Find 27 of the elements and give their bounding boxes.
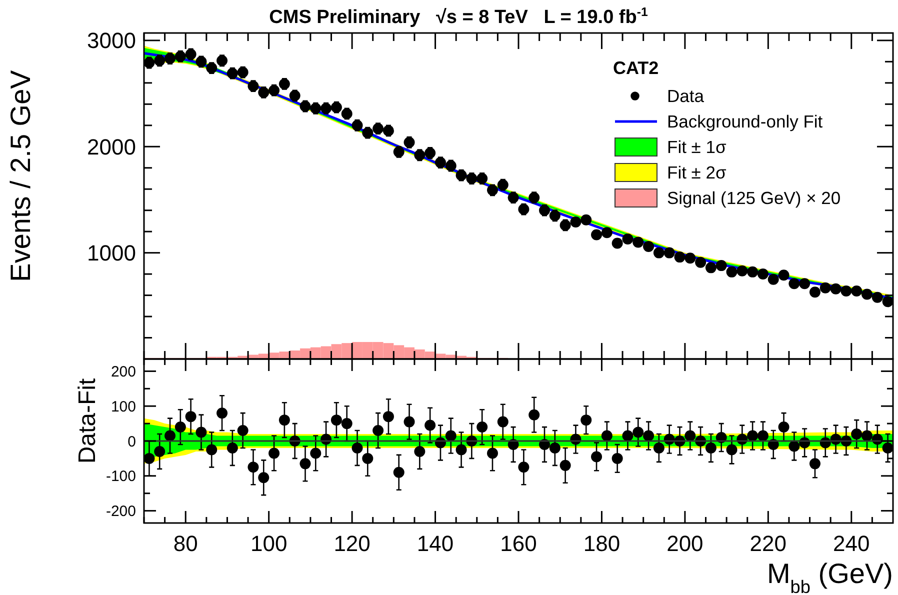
legend-label: Signal (125 GeV) × 20: [667, 188, 841, 208]
x-tick-label: 120: [334, 531, 370, 556]
x-tick-label: 180: [583, 531, 620, 556]
chart-title: CMS Preliminary √s = 8 TeV L = 19.0 fb$^{-1}$: [269, 5, 648, 28]
x-tick-label: 220: [750, 531, 787, 556]
legend-label: Fit ± 1σ: [667, 137, 726, 157]
x-tick-label: 80: [173, 531, 198, 556]
y-tick-label: 3000: [87, 28, 136, 54]
x-tick-label: 100: [250, 531, 288, 556]
y-tick-label: 0: [128, 433, 136, 450]
x-tick-label: 240: [833, 531, 870, 556]
x-axis-title: M$_{bb}$ (GeV): [766, 558, 893, 595]
y-tick-label: -100: [106, 468, 136, 486]
y-axis-title: Events / 2.5 GeV: [5, 70, 36, 282]
y-axis-title: Data-Fit: [74, 378, 101, 464]
x-tick-label: 160: [500, 531, 537, 556]
legend-title: CAT2: [613, 58, 659, 78]
y-tick-label: 2000: [87, 134, 136, 160]
x-tick-label: 200: [666, 531, 704, 556]
legend-label: Background-only Fit: [667, 112, 823, 132]
y-tick-label: 100: [110, 398, 136, 416]
legend-label: Data: [667, 86, 704, 106]
y-tick-label: 200: [110, 363, 136, 380]
y-tick-label: -200: [106, 503, 136, 520]
y-tick-label: 1000: [87, 240, 136, 266]
legend-label: Fit ± 2σ: [667, 162, 726, 182]
x-tick-label: 140: [416, 531, 454, 556]
